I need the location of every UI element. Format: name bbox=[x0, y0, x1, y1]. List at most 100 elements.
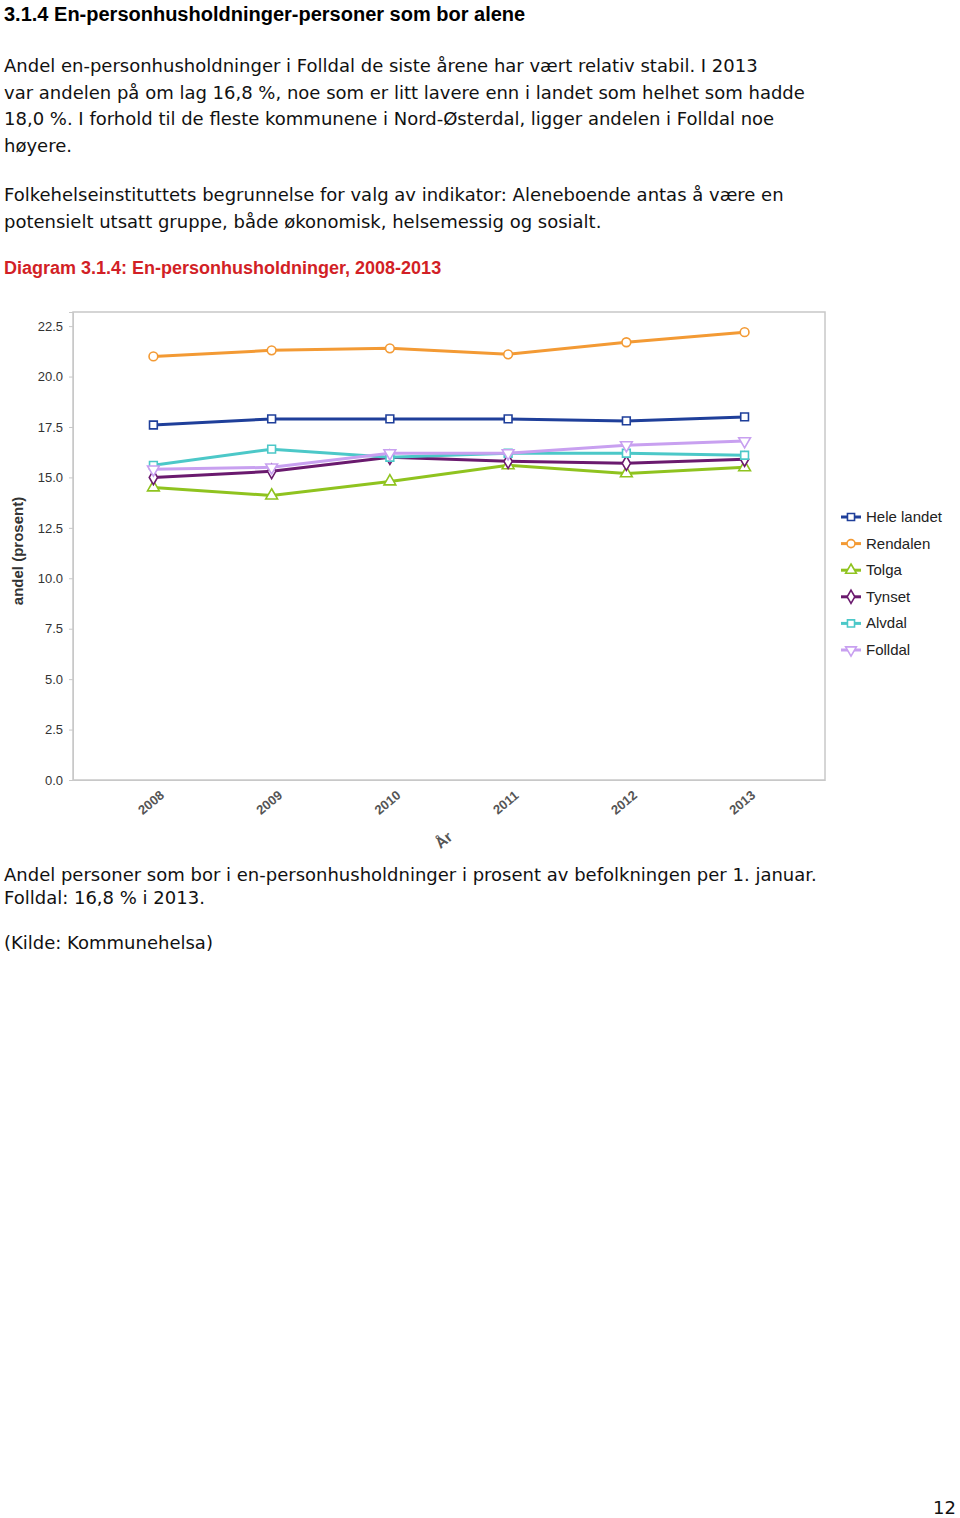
y-tick: 5.0 bbox=[45, 672, 73, 687]
x-axis-title: År bbox=[432, 828, 456, 852]
x-tick: 2011 bbox=[490, 780, 521, 817]
marker bbox=[741, 413, 749, 421]
y-tick: 17.5 bbox=[38, 420, 73, 435]
paragraph-line: 18,0 %. I forhold til de fleste kommunen… bbox=[4, 108, 774, 129]
marker bbox=[740, 452, 748, 466]
y-tick: 15.0 bbox=[38, 470, 73, 485]
legend-label: Tynset bbox=[866, 588, 911, 605]
x-tick: 2009 bbox=[253, 780, 285, 818]
legend: Hele landetRendalenTolgaTynsetAlvdalFoll… bbox=[841, 508, 943, 658]
marker bbox=[741, 451, 749, 459]
marker bbox=[739, 438, 751, 448]
y-tick-label: 12.5 bbox=[38, 521, 63, 536]
legend-label: Alvdal bbox=[866, 614, 907, 631]
y-tick-mark bbox=[69, 326, 73, 327]
legend-label: Rendalen bbox=[866, 535, 930, 552]
marker bbox=[620, 442, 632, 452]
marker bbox=[622, 456, 630, 470]
y-tick: 2.5 bbox=[45, 722, 73, 737]
caption-line: Folldal: 16,8 % i 2013. bbox=[4, 887, 205, 908]
page-number: 12 bbox=[933, 1497, 956, 1518]
paragraph-line: var andelen på om lag 16,8 %, noe som er… bbox=[4, 82, 805, 103]
marker bbox=[150, 421, 158, 429]
x-tick-label: 2010 bbox=[372, 788, 404, 818]
marker bbox=[268, 445, 276, 453]
series-line bbox=[153, 441, 744, 469]
y-tick-mark bbox=[69, 377, 73, 378]
x-tick: 2013 bbox=[726, 780, 758, 818]
legend-symbol bbox=[847, 590, 855, 603]
marker bbox=[148, 466, 160, 476]
caption-line: Andel personer som bor i en-personhushol… bbox=[4, 864, 817, 885]
y-tick: 0.0 bbox=[45, 773, 73, 788]
series bbox=[148, 459, 751, 499]
marker bbox=[266, 464, 278, 474]
marker bbox=[149, 352, 158, 361]
heading: 3.1.4 En-personhusholdninger-personer so… bbox=[4, 3, 525, 25]
paragraph-line: potensielt utsatt gruppe, både økonomisk… bbox=[4, 211, 601, 232]
y-tick: 12.5 bbox=[38, 521, 73, 536]
marker bbox=[622, 417, 630, 425]
marker bbox=[267, 346, 276, 355]
series-line bbox=[153, 417, 744, 425]
x-tick-label: 2008 bbox=[135, 788, 167, 818]
series bbox=[148, 438, 751, 476]
series-line bbox=[153, 449, 744, 465]
y-tick: 22.5 bbox=[38, 319, 73, 334]
marker bbox=[504, 350, 513, 359]
y-tick: 7.5 bbox=[45, 621, 73, 636]
y-tick-label: 22.5 bbox=[38, 319, 63, 334]
marker bbox=[268, 415, 276, 423]
marker bbox=[740, 328, 749, 337]
y-tick-mark bbox=[69, 780, 73, 781]
marker bbox=[386, 344, 395, 353]
x-tick: 2012 bbox=[608, 780, 640, 818]
y-tick-label: 0.0 bbox=[45, 773, 63, 788]
legend-label: Tolga bbox=[866, 561, 903, 578]
plot-frame bbox=[73, 312, 825, 780]
plot-area bbox=[148, 328, 751, 499]
y-tick-label: 17.5 bbox=[38, 420, 63, 435]
y-axis: 0.0 2.5 5.0 7.5 10.0 12.5 15.0 17.5 20.0 22.5 bbox=[38, 313, 74, 788]
y-tick-mark bbox=[69, 477, 73, 478]
x-tick-label: 2011 bbox=[490, 788, 521, 818]
paragraph-line: høyere. bbox=[4, 135, 72, 156]
marker bbox=[622, 338, 631, 347]
legend-label: Hele landet bbox=[866, 508, 943, 525]
series-line bbox=[153, 332, 744, 356]
page: 3.1.4 En-personhusholdninger-personer so… bbox=[0, 0, 960, 1518]
marker bbox=[266, 489, 278, 499]
y-tick-mark bbox=[69, 578, 73, 579]
series-line bbox=[153, 465, 744, 495]
x-tick-label: 2009 bbox=[253, 788, 285, 818]
y-axis-line bbox=[69, 313, 74, 781]
source: (Kilde: Kommunehelsa) bbox=[4, 932, 213, 953]
y-tick-mark bbox=[69, 528, 73, 529]
chart-title: Diagram 3.1.4: En-personhusholdninger, 2… bbox=[4, 258, 441, 278]
y-tick-mark bbox=[69, 730, 73, 731]
y-axis-title: andel (prosent) bbox=[9, 497, 26, 605]
legend-symbol bbox=[846, 647, 857, 656]
legend-symbol bbox=[847, 513, 854, 520]
legend-symbol bbox=[847, 620, 854, 627]
y-tick-label: 2.5 bbox=[45, 722, 63, 737]
x-tick-label: 2013 bbox=[726, 788, 758, 818]
legend-symbol bbox=[846, 564, 857, 573]
x-axis: 2008 2009 2010 2011 2012 2013 bbox=[74, 780, 826, 818]
paragraph-line: Andel en-personhusholdninger i Folldal d… bbox=[4, 55, 758, 76]
y-tick-label: 10.0 bbox=[38, 571, 63, 586]
y-tick-label: 7.5 bbox=[45, 621, 63, 636]
y-tick-mark bbox=[69, 427, 73, 428]
y-tick-mark bbox=[69, 679, 73, 680]
y-tick: 10.0 bbox=[38, 571, 73, 586]
marker bbox=[386, 415, 394, 423]
y-tick-mark bbox=[69, 629, 73, 630]
series bbox=[150, 413, 749, 429]
y-tick-label: 20.0 bbox=[38, 369, 63, 384]
marker bbox=[504, 415, 512, 423]
marker bbox=[384, 475, 396, 485]
marker bbox=[384, 450, 396, 460]
y-tick-label: 5.0 bbox=[45, 672, 63, 687]
x-tick: 2010 bbox=[372, 780, 404, 818]
x-axis-line bbox=[74, 780, 826, 781]
